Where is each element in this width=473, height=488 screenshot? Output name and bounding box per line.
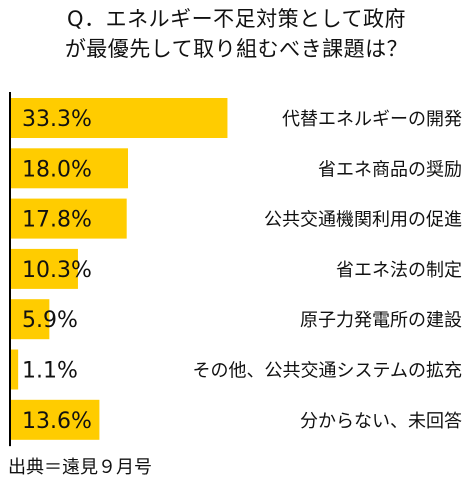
bar [11, 98, 228, 138]
category-label: 代替エネルギーの開発 [282, 109, 462, 130]
category-label: 省エネ法の制定 [336, 260, 462, 281]
source-note: 出典＝遠見９月号 [8, 457, 152, 478]
bar-value-label: 18.0% [22, 157, 92, 182]
category-label: 省エネ商品の奨励 [318, 159, 462, 180]
title-line-2: が最優先して取り組むべき課題は？ [64, 37, 409, 61]
category-label: その他、公共交通システムの拡充 [193, 361, 462, 382]
bar [11, 399, 100, 440]
bar [11, 198, 127, 239]
bar-value-label: 33.3% [22, 107, 92, 132]
bar-value-label: 13.6% [22, 409, 92, 434]
category-label: 分からない、未回答 [300, 411, 462, 432]
bar-value-label: 17.8% [22, 208, 92, 233]
bar-value-label: 5.9% [22, 308, 78, 333]
bar [11, 148, 128, 189]
bar-value-label: 10.3% [22, 258, 92, 283]
bar-chart: 33.3% 代替エネルギーの開発 18.0% 省エネ商品の奨励 17.8% 公共交通機関利… [9, 92, 462, 447]
bar-value-label: 1.1% [22, 359, 78, 384]
bar [11, 299, 50, 340]
bar [11, 248, 78, 289]
bar [11, 349, 19, 390]
category-label: 原子力発電所の建設 [300, 310, 462, 331]
category-label: 公共交通機関利用の促進 [264, 210, 462, 231]
title-line-1: Q．エネルギー不足対策として政府 [67, 7, 406, 31]
chart-title: Q．エネルギー不足対策として政府 が最優先して取り組むべき課題は？ [0, 4, 473, 64]
